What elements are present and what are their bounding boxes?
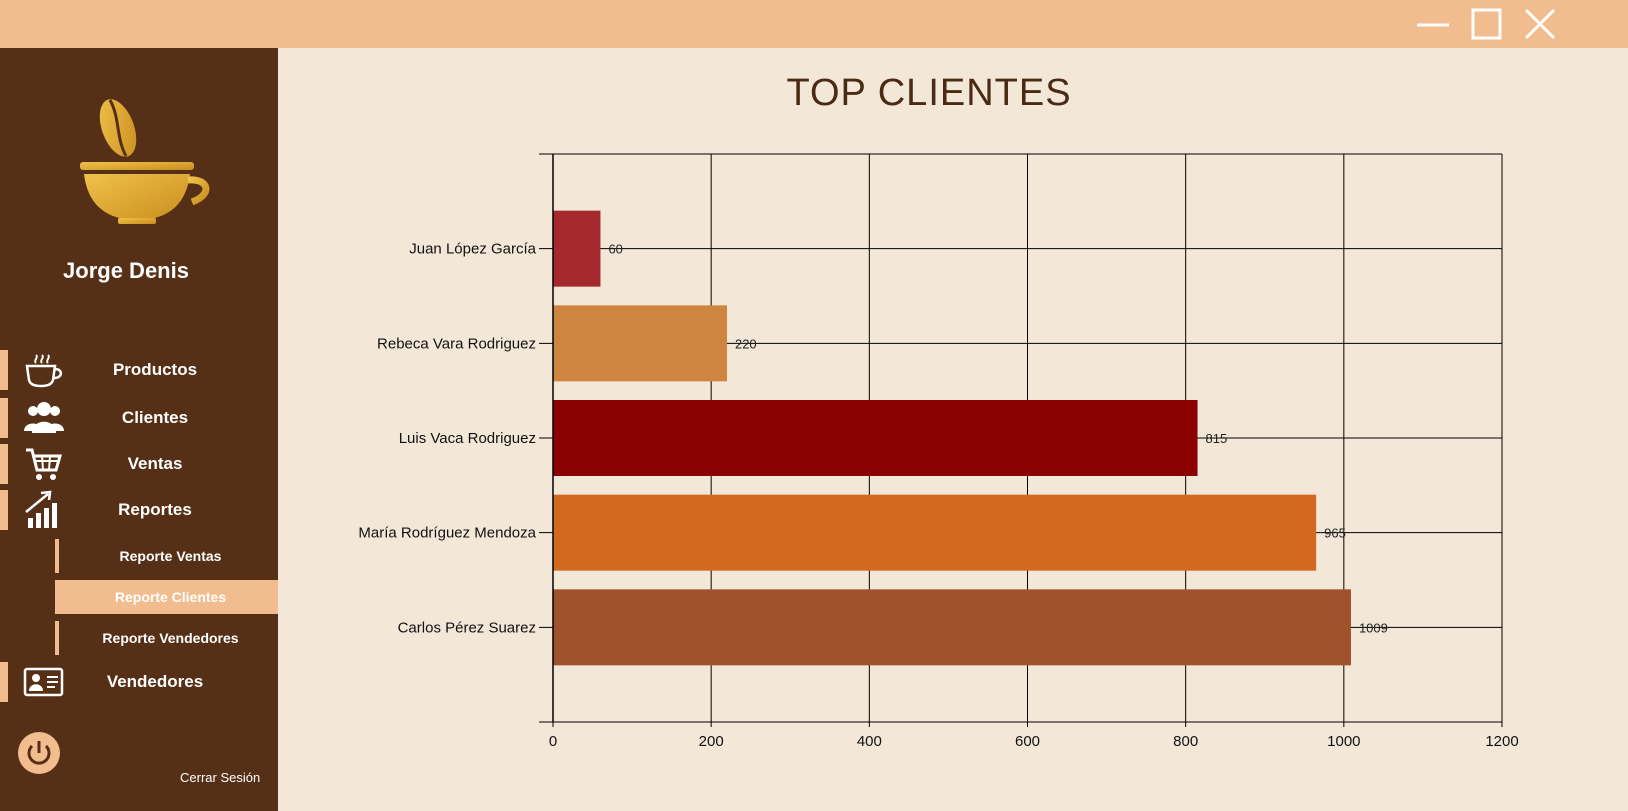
- data-label: 815: [1206, 431, 1228, 446]
- y-tick-label: Carlos Pérez Suarez: [398, 619, 536, 636]
- power-icon: [27, 741, 51, 765]
- close-icon: [1524, 8, 1556, 40]
- minimize-icon: [1417, 23, 1449, 27]
- nav-accent: [0, 662, 8, 702]
- cart-icon: [26, 448, 62, 480]
- x-tick-label: 600: [1015, 733, 1040, 750]
- title-bar[interactable]: [0, 0, 1628, 48]
- nav-item-vendedores[interactable]: Vendedores: [0, 662, 278, 702]
- nav-accent: [0, 398, 8, 438]
- chart-growth-icon: [25, 490, 57, 528]
- x-tick-label: 1200: [1485, 733, 1518, 750]
- coffee-logo-icon: [80, 99, 210, 224]
- nav-label: Reportes: [118, 500, 192, 519]
- y-tick-label: Juan López García: [409, 241, 536, 258]
- nav-label: Ventas: [127, 454, 183, 473]
- close-button[interactable]: [1518, 6, 1564, 42]
- y-tick-label: Rebeca Vara Rodriguez: [377, 335, 536, 352]
- users-icon: [24, 402, 64, 433]
- sub-item-reporte-ventas[interactable]: Reporte Ventas: [55, 539, 278, 573]
- nav-item-ventas[interactable]: Ventas: [0, 444, 278, 484]
- data-label: 965: [1324, 526, 1346, 541]
- sub-item-reporte-vendedores[interactable]: Reporte Vendedores: [55, 621, 278, 655]
- nav-accent: [0, 444, 8, 484]
- x-tick-label: 400: [857, 733, 882, 750]
- y-tick-label: María Rodríguez Mendoza: [358, 525, 536, 542]
- user-name: Jorge Denis: [63, 258, 189, 283]
- x-tick-label: 1000: [1327, 733, 1360, 750]
- maximize-icon: [1471, 8, 1502, 40]
- x-tick-label: 800: [1173, 733, 1198, 750]
- sub-accent: [55, 539, 59, 573]
- bar: [553, 210, 601, 287]
- x-tick-label: 200: [699, 733, 724, 750]
- nav-label: Vendedores: [106, 672, 204, 691]
- logout-label[interactable]: Cerrar Sesión: [180, 770, 261, 785]
- nav-item-productos[interactable]: Productos: [0, 350, 278, 390]
- data-label: 220: [735, 336, 757, 351]
- maximize-button[interactable]: [1465, 6, 1511, 42]
- y-tick-label: Luis Vaca Rodriguez: [399, 430, 536, 447]
- bar: [553, 494, 1317, 571]
- sidebar: Jorge Denis Productos Clientes: [0, 48, 278, 811]
- bar: [553, 589, 1351, 666]
- bar: [553, 400, 1198, 476]
- sub-item-reporte-clientes[interactable]: Reporte Clientes: [55, 580, 278, 614]
- id-card-icon: [23, 667, 64, 697]
- x-tick-label: 0: [549, 733, 557, 750]
- sub-item-label: Reporte Clientes: [114, 589, 227, 605]
- chart-title: TOP CLIENTES: [786, 72, 1072, 114]
- sub-item-label: Reporte Vendedores: [102, 630, 239, 646]
- nav-label: Clientes: [121, 408, 189, 427]
- nav-item-clientes[interactable]: Clientes: [0, 398, 278, 438]
- bar-chart: 0 200 400 600 800 1000 1200 60 Juan López García…: [358, 153, 1519, 750]
- bar: [553, 305, 727, 382]
- sub-item-label: Reporte Ventas: [119, 548, 222, 564]
- nav-item-reportes[interactable]: Reportes: [0, 490, 278, 530]
- logout-button[interactable]: [18, 732, 60, 774]
- minimize-button[interactable]: [1408, 6, 1454, 42]
- data-label: 60: [608, 242, 622, 257]
- nav-accent: [0, 350, 8, 390]
- data-label: 1009: [1359, 620, 1388, 635]
- sub-accent: [55, 621, 59, 655]
- main-content: TOP CLIENTES 0 200 400 600 800 1000 1200 60 Juan…: [278, 48, 1628, 811]
- nav-accent: [0, 490, 8, 530]
- coffee-cup-icon: [25, 354, 63, 388]
- nav-label: Productos: [112, 360, 198, 379]
